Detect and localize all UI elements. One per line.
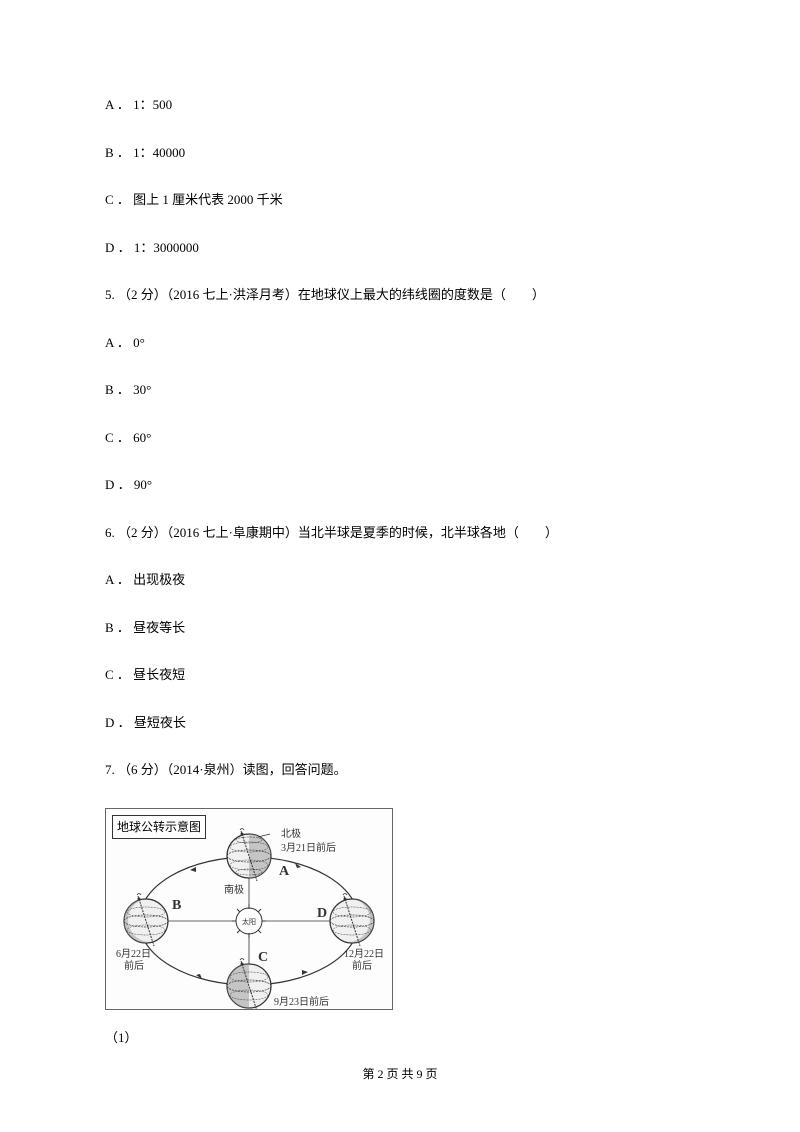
q7-stem: 7. （6 分）（2014·泉州）读图，回答问题。 — [105, 760, 695, 780]
q7-sub1: （1） — [105, 1028, 695, 1048]
prev-option-b: B ． 1：40000 — [105, 143, 695, 163]
q6-stem: 6. （2 分）（2016 七上·阜康期中）当北半球是夏季的时候，北半球各地（ … — [105, 523, 695, 543]
pos-b-date-1: 6月22日 — [116, 948, 151, 960]
prev-option-c: C ． 图上 1 厘米代表 2000 千米 — [105, 190, 695, 210]
sun-label: 太阳 — [242, 917, 256, 926]
page-footer: 第 2 页 共 9 页 — [0, 1065, 800, 1082]
pos-b-label: B — [172, 898, 181, 913]
pos-c-date: 9月23日前后 — [274, 995, 329, 1008]
prev-option-a: A ． 1：500 — [105, 95, 695, 115]
pos-b-date-2: 前后 — [124, 959, 144, 972]
diagram-title: 地球公转示意图 — [112, 815, 206, 839]
q5-option-c: C ． 60° — [105, 428, 695, 448]
south-pole-label: 南极 — [224, 883, 244, 896]
q6-option-c: C ． 昼长夜短 — [105, 665, 695, 685]
earth-revolution-diagram: 地球公转示意图 太阳 — [105, 808, 393, 1010]
q5-stem: 5. （2 分）（2016 七上·洪泽月考）在地球仪上最大的纬线圈的度数是（ ） — [105, 285, 695, 305]
prev-option-d: D ． 1：3000000 — [105, 238, 695, 258]
page-content: A ． 1：500 B ． 1：40000 C ． 图上 1 厘米代表 2000… — [0, 0, 800, 1047]
q5-option-b: B ． 30° — [105, 380, 695, 400]
pos-c-label: C — [258, 950, 268, 965]
q6-option-d: D ． 昼短夜长 — [105, 713, 695, 733]
diagram-svg: 太阳 北极 3月21日前后 A — [106, 809, 392, 1009]
q5-option-a: A ． 0° — [105, 333, 695, 353]
q6-option-b: B ． 昼夜等长 — [105, 618, 695, 638]
pos-a-label: A — [279, 864, 290, 879]
pos-a-date: 3月21日前后 — [281, 841, 336, 854]
pos-d-date-1: 12月22日 — [344, 948, 384, 960]
pos-d-label: D — [317, 906, 327, 921]
q5-option-d: D ． 90° — [105, 475, 695, 495]
north-pole-label: 北极 — [281, 827, 301, 840]
q6-option-a: A ． 出现极夜 — [105, 570, 695, 590]
pos-d-date-2: 前后 — [352, 959, 372, 972]
